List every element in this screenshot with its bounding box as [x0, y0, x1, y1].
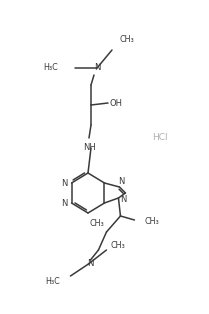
Text: OH: OH [110, 99, 122, 107]
Text: CH₃: CH₃ [90, 219, 104, 229]
Text: N: N [61, 198, 68, 208]
Text: H₃C: H₃C [46, 277, 60, 285]
Text: N: N [118, 177, 125, 187]
Text: CH₃: CH₃ [110, 241, 125, 250]
Text: HCl: HCl [152, 133, 168, 143]
Text: N: N [120, 196, 127, 204]
Text: H₃C: H₃C [43, 63, 58, 73]
Text: N: N [87, 259, 94, 268]
Text: CH₃: CH₃ [144, 218, 159, 226]
Text: CH₃: CH₃ [120, 35, 135, 44]
Text: N: N [61, 178, 68, 187]
Text: N: N [94, 63, 100, 73]
Text: NH: NH [83, 143, 95, 151]
